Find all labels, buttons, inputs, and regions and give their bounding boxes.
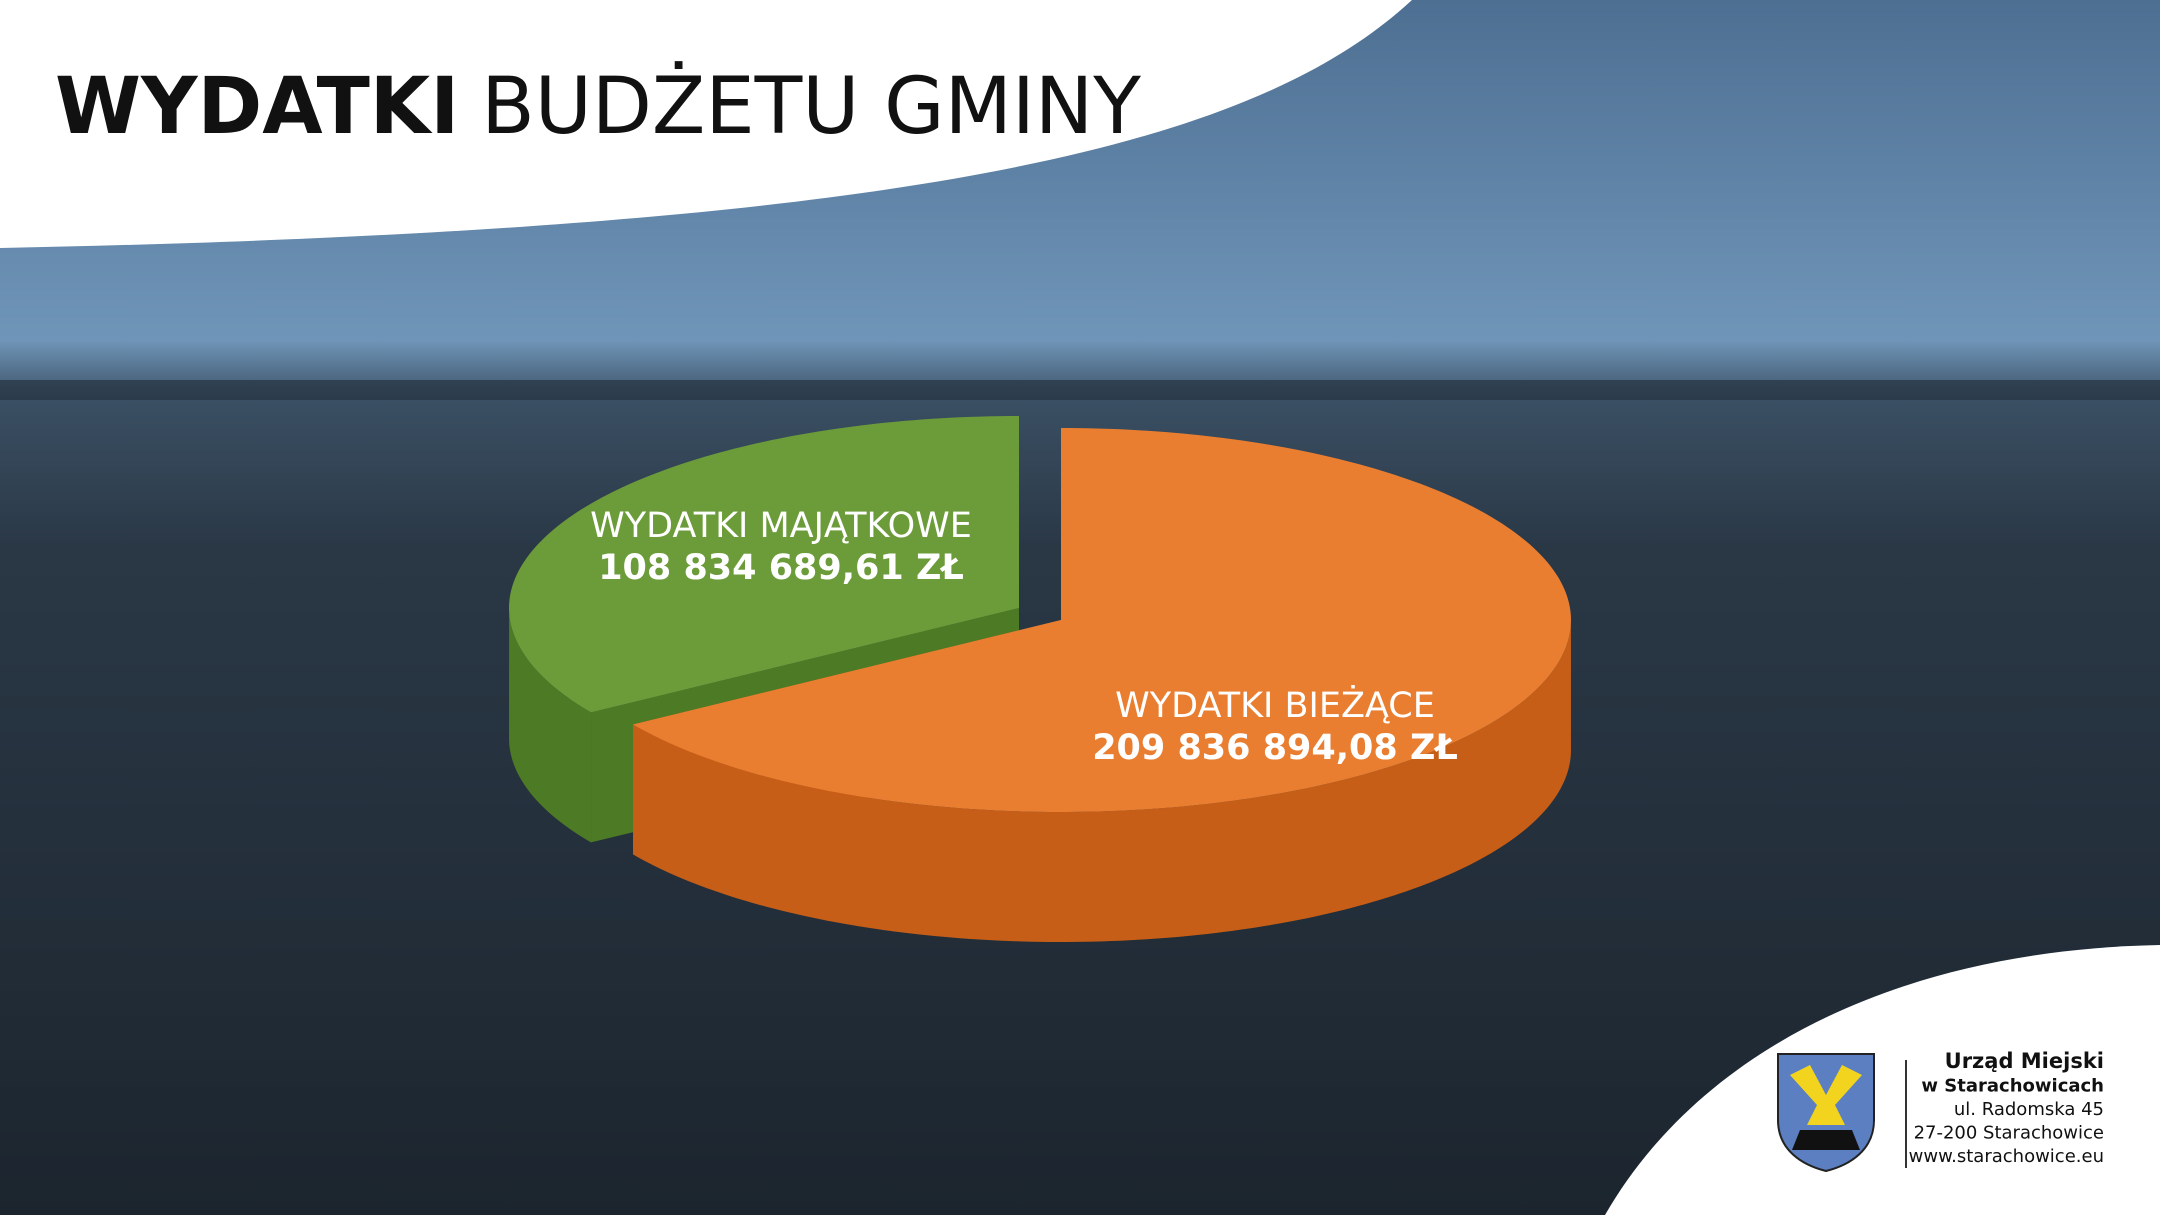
shield-anvil	[1792, 1130, 1860, 1150]
logo	[1777, 1053, 1907, 1173]
slice-value-label: 209 836 894,08 ZŁ	[1092, 728, 1458, 768]
slice-side	[509, 611, 592, 843]
address-line: 27-200 Starachowice	[1914, 1123, 2104, 1144]
title-rest: BUDŻETU GMINY	[481, 61, 1141, 152]
title: WYDATKI BUDŻETU GMINY	[55, 61, 1141, 152]
slice-category: WYDATKI BIEŻĄCE	[1115, 684, 1435, 726]
slice	[633, 428, 1571, 812]
shield-symbol	[1790, 1065, 1862, 1125]
title-panel	[0, 0, 1412, 248]
slice-category: WYDATKI MAJĄTKOWE	[590, 506, 972, 546]
address-line: Urząd Miejski	[1945, 1049, 2104, 1073]
slice	[509, 416, 1019, 713]
address-line: w Starachowicach	[1921, 1076, 2104, 1097]
address-line: www.starachowice.eu	[1909, 1146, 2104, 1167]
logo-panel	[1605, 945, 2160, 1215]
slice-side	[633, 622, 1571, 942]
title-bold: WYDATKI	[55, 62, 459, 152]
slice-value-label: 108 834 689,61 ZŁ	[598, 548, 964, 588]
horizon	[0, 380, 2160, 400]
address-line: ul. Radomska 45	[1954, 1099, 2104, 1120]
